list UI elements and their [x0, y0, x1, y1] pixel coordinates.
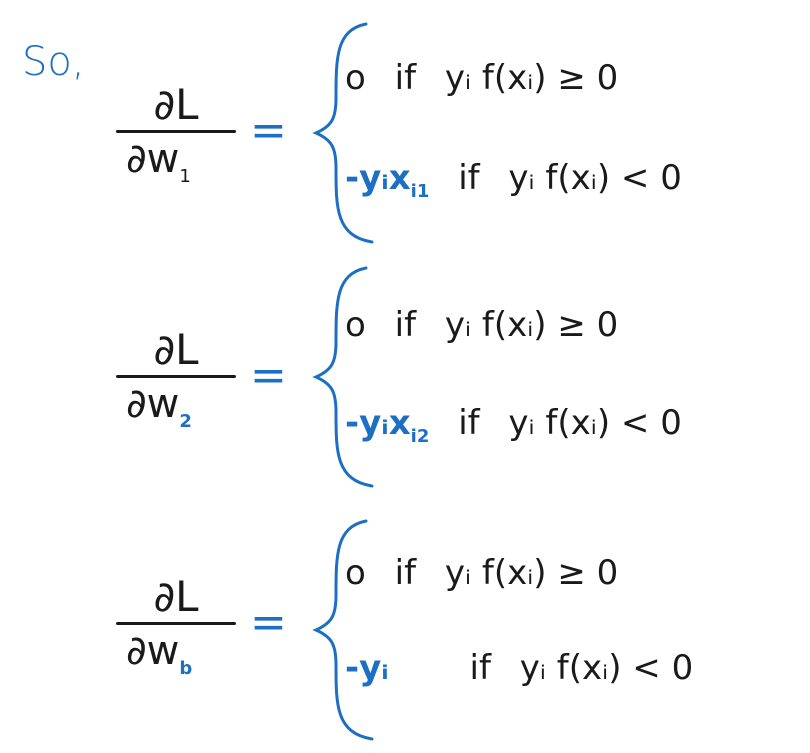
case-nonnegative: o if yᵢ f(xᵢ) ≥ 0: [345, 305, 618, 345]
case-value: o: [345, 58, 366, 98]
fraction-bar: [116, 622, 236, 625]
partial-derivative-fraction: ∂L ∂w1: [116, 80, 236, 187]
if-word: if: [394, 553, 417, 593]
equals-sign: =: [250, 105, 287, 156]
if-word: if: [394, 305, 417, 345]
intro-text: So,: [22, 39, 85, 85]
x-term: x: [388, 158, 411, 198]
partial-derivative-fraction: ∂L ∂wb: [116, 572, 236, 679]
denominator-subscript: 2: [179, 411, 192, 432]
condition: yᵢ f(xᵢ) < 0: [508, 403, 682, 443]
case-nonnegative: o if yᵢ f(xᵢ) ≥ 0: [345, 553, 618, 593]
case-negative: -yᵢxi1 if yᵢ f(xᵢ) < 0: [345, 158, 682, 202]
denominator: ∂w1: [126, 136, 191, 187]
denominator-subscript: 1: [179, 166, 191, 187]
condition: yᵢ f(xᵢ) ≥ 0: [444, 58, 619, 98]
numerator: ∂L: [153, 572, 199, 621]
case-nonnegative: o if yᵢ f(xᵢ) ≥ 0: [345, 58, 618, 98]
equals-sign: =: [250, 597, 287, 648]
left-brace: [312, 266, 374, 488]
numerator: ∂L: [153, 80, 199, 129]
case-value: o: [345, 553, 366, 593]
numerator: ∂L: [153, 325, 199, 374]
condition: yᵢ f(xᵢ) < 0: [508, 158, 682, 198]
denominator: ∂w2: [126, 381, 192, 432]
partial-derivative-fraction: ∂L ∂w2: [116, 325, 236, 432]
fraction-bar: [116, 130, 236, 133]
if-word: if: [458, 403, 480, 443]
denominator: ∂wb: [126, 628, 193, 679]
x-subscript: i2: [410, 426, 430, 447]
fraction-bar: [116, 375, 236, 378]
x-subscript: i1: [410, 181, 430, 202]
case-value: o: [345, 305, 366, 345]
condition: yᵢ f(xᵢ) ≥ 0: [444, 305, 619, 345]
left-brace: [312, 22, 374, 244]
condition: yᵢ f(xᵢ) ≥ 0: [444, 553, 619, 593]
equals-sign: =: [250, 350, 287, 401]
left-brace: [312, 519, 374, 741]
case-negative: -yᵢ if yᵢ f(xᵢ) < 0: [345, 648, 693, 688]
condition: yᵢ f(xᵢ) < 0: [519, 648, 694, 688]
if-word: if: [469, 648, 491, 688]
coefficient: -yᵢ: [345, 403, 389, 443]
coefficient: -yᵢ: [345, 158, 389, 198]
denominator-subscript: b: [179, 658, 193, 679]
coefficient: -yᵢ: [345, 648, 389, 688]
if-word: if: [394, 58, 417, 98]
case-negative: -yᵢxi2 if yᵢ f(xᵢ) < 0: [345, 403, 682, 447]
if-word: if: [458, 158, 480, 198]
x-term: x: [388, 403, 411, 443]
